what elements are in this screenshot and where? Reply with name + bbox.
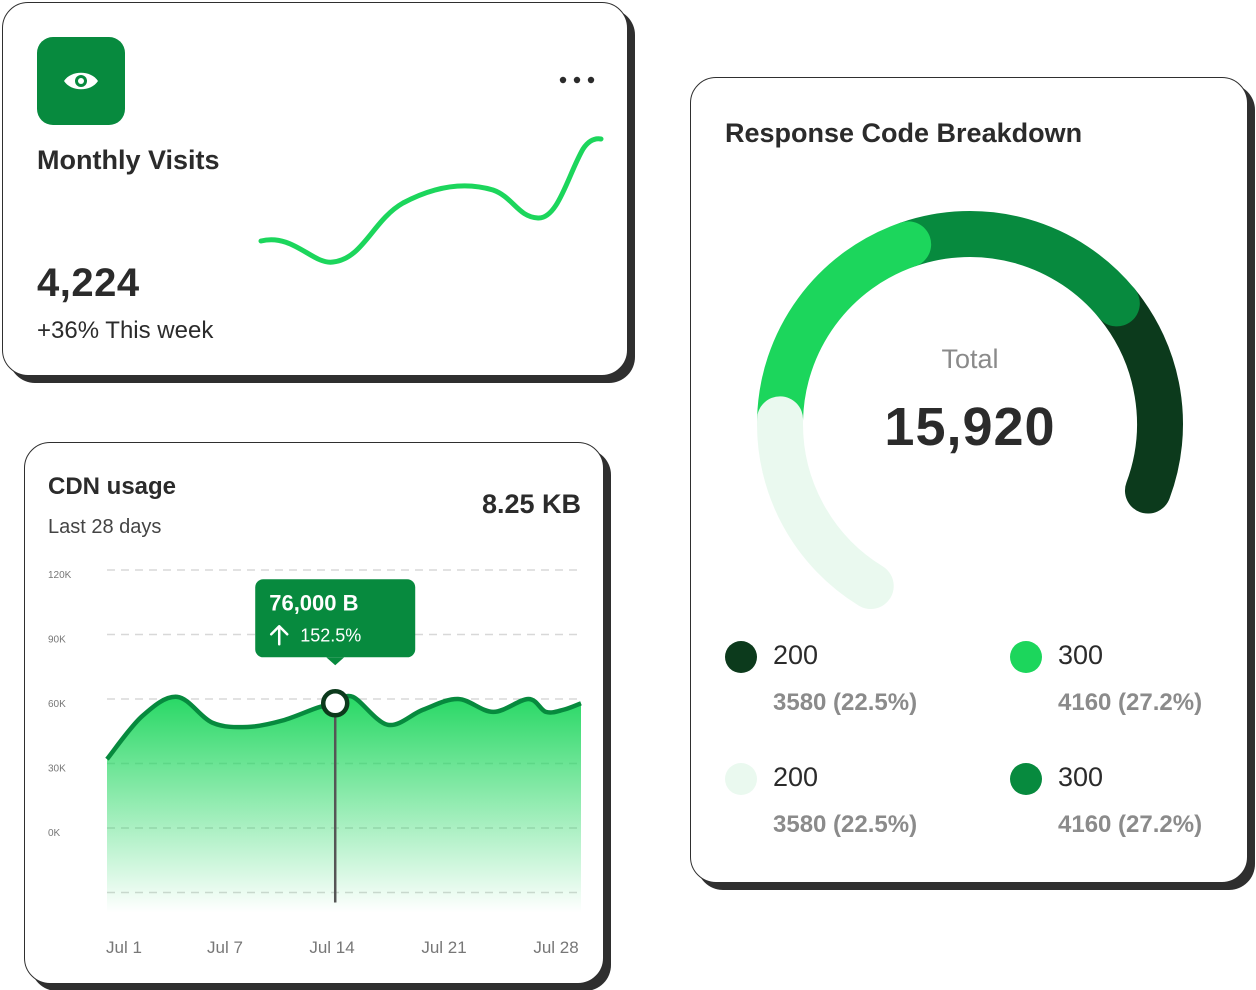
- cdn-usage-total: 8.25 KB: [481, 489, 581, 519]
- cdn-usage-card: CDN usage Last 28 days 8.25 KB 120K 90K 60…: [24, 442, 604, 984]
- gauge-total-value: 15,920: [884, 397, 1056, 457]
- legend-dot: [1010, 641, 1042, 673]
- y-tick-label: 120K: [48, 570, 72, 581]
- chart-tooltip: 76,000 B 152.5%: [255, 579, 416, 666]
- cdn-usage-area: [107, 695, 581, 913]
- y-tick-label: 60K: [48, 699, 66, 710]
- y-tick-label: 30K: [48, 764, 66, 775]
- more-horizontal-icon[interactable]: [555, 67, 599, 93]
- legend-item: 300 4160 (27.2%): [1010, 762, 1250, 853]
- legend-amount: 3580 (22.5%): [773, 811, 918, 838]
- legend-dot: [1010, 763, 1042, 795]
- legend-amount: 4160 (27.2%): [1058, 811, 1203, 838]
- monthly-visits-value: 4,224: [37, 261, 140, 305]
- gauge-segment[interactable]: [757, 221, 932, 443]
- response-code-card: Response Code Breakdown Total 15,920 200…: [690, 77, 1248, 883]
- tooltip-value: 76,000 B: [269, 590, 358, 615]
- arrow-up-icon: [269, 625, 289, 646]
- legend-code: 200: [773, 640, 819, 670]
- x-tick-label: Jul 14: [309, 938, 354, 957]
- legend-item: 300 4160 (27.2%): [1010, 640, 1250, 731]
- highlight-point[interactable]: [320, 689, 350, 718]
- response-code-gauge: [757, 211, 1183, 610]
- x-tick-label: Jul 28: [533, 938, 578, 957]
- eye-icon: [37, 37, 125, 125]
- gauge-total-label: Total: [941, 344, 999, 374]
- legend-item: 200 3580 (22.5%): [725, 762, 965, 853]
- legend-amount: 3580 (22.5%): [773, 689, 918, 716]
- cdn-usage-line: [105, 693, 582, 761]
- legend-code: 300: [1058, 640, 1104, 670]
- gauge-segment[interactable]: [885, 211, 1140, 327]
- legend-dot: [725, 763, 757, 795]
- x-tick-label: Jul 1: [106, 938, 142, 957]
- gauge-segment[interactable]: [1093, 280, 1183, 514]
- legend-item: 200 3580 (22.5%): [725, 640, 965, 731]
- cdn-usage-chart: 120K 90K 60K 30K 0K 76,000 B 152.5% Jul 1 Jul…: [48, 569, 582, 957]
- visits-sparkline: [258, 136, 604, 265]
- y-tick-label: 90K: [48, 635, 66, 646]
- cdn-usage-title: CDN usage: [48, 473, 177, 500]
- monthly-visits-title: Monthly Visits: [37, 145, 220, 175]
- x-tick-label: Jul 7: [207, 938, 243, 957]
- monthly-visits-card: Monthly Visits 4,224 +36% This week: [2, 2, 628, 376]
- gauge-segment[interactable]: [757, 396, 894, 610]
- legend-code: 200: [773, 762, 819, 792]
- x-tick-label: Jul 21: [421, 938, 466, 957]
- monthly-visits-change: +36% This week: [37, 317, 214, 344]
- legend-amount: 4160 (27.2%): [1058, 689, 1203, 716]
- tooltip-change: 152.5%: [300, 625, 361, 645]
- cdn-usage-period: Last 28 days: [48, 516, 162, 538]
- legend-code: 300: [1058, 762, 1104, 792]
- legend-dot: [725, 641, 757, 673]
- response-code-title: Response Code Breakdown: [725, 118, 1083, 148]
- y-tick-label: 0K: [48, 828, 61, 839]
